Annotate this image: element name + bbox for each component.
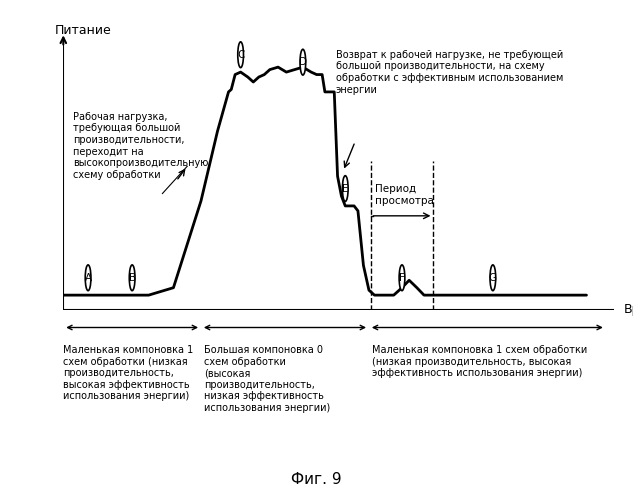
- Circle shape: [129, 265, 135, 290]
- Text: Время: Время: [624, 304, 633, 316]
- Text: Большая компоновка 0
схем обработки
(высокая
производительность,
низкая эффектив: Большая компоновка 0 схем обработки (выс…: [204, 345, 330, 413]
- Text: A: A: [85, 273, 92, 283]
- Circle shape: [300, 50, 306, 75]
- Text: Маленькая компоновка 1 схем обработки
(низкая производительность, высокая
эффект: Маленькая компоновка 1 схем обработки (н…: [372, 345, 587, 378]
- Text: Маленькая компоновка 1
схем обработки (низкая
производительность,
высокая эффект: Маленькая компоновка 1 схем обработки (н…: [63, 345, 194, 402]
- Text: F: F: [399, 273, 405, 283]
- Circle shape: [238, 42, 244, 68]
- Text: Рабочая нагрузка,
требующая большой
производительности,
переходит на
высокопроиз: Рабочая нагрузка, требующая большой прои…: [73, 112, 209, 180]
- Text: Возврат к рабочей нагрузке, не требующей
большой производительности, на схему
об: Возврат к рабочей нагрузке, не требующей…: [336, 50, 563, 94]
- Text: Фиг. 9: Фиг. 9: [291, 472, 342, 488]
- Text: E: E: [342, 184, 349, 194]
- Circle shape: [490, 265, 496, 290]
- Text: Питание: Питание: [55, 24, 112, 38]
- Text: C: C: [237, 50, 244, 59]
- Circle shape: [342, 176, 348, 202]
- Text: D: D: [299, 57, 307, 67]
- Text: G: G: [489, 273, 497, 283]
- Text: Период
просмотра: Период просмотра: [375, 184, 434, 206]
- Circle shape: [399, 265, 405, 290]
- Text: B: B: [128, 273, 135, 283]
- Circle shape: [85, 265, 91, 290]
